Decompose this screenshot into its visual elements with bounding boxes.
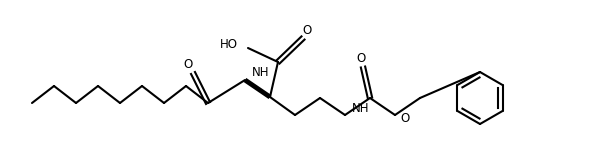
Text: NH: NH	[352, 102, 370, 114]
Text: NH: NH	[252, 66, 270, 80]
Text: O: O	[302, 24, 311, 38]
Text: O: O	[184, 58, 193, 72]
Text: O: O	[400, 112, 409, 126]
Text: HO: HO	[220, 38, 238, 51]
Text: O: O	[356, 52, 365, 66]
